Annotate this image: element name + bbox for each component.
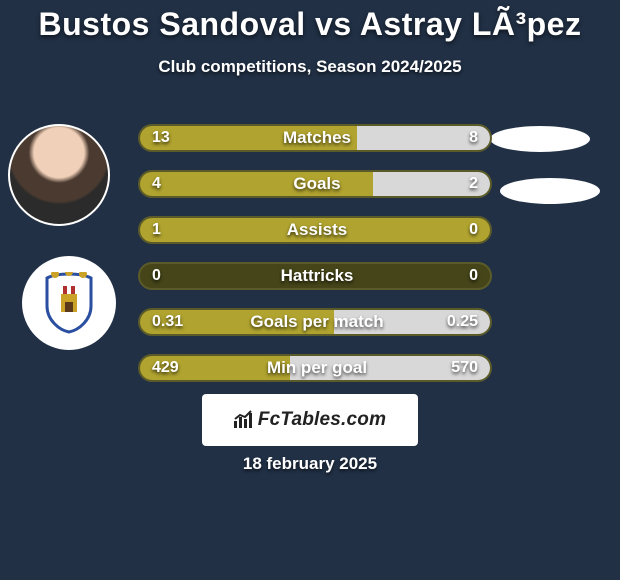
fctables-link[interactable]: FcTables.com [202, 394, 418, 446]
player-right-ellipse [500, 178, 600, 204]
stat-value-right: 8 [469, 126, 478, 152]
stat-bar: 429570Min per goal [138, 354, 492, 382]
stat-bar-left-fill [140, 126, 357, 150]
stat-value-left: 0 [152, 264, 161, 290]
stat-value-left: 1 [152, 218, 161, 244]
stat-bar: 42Goals [138, 170, 492, 198]
stat-bar-left-fill [140, 172, 373, 196]
stat-label: Hattricks [140, 264, 492, 290]
team-crest-icon [41, 272, 97, 334]
date-text: 18 february 2025 [0, 454, 620, 474]
page-title: Bustos Sandoval vs Astray LÃ³pez [0, 0, 620, 43]
stat-value-left: 0.31 [152, 310, 183, 336]
player-right-ellipse [490, 126, 590, 152]
chart-icon [234, 410, 254, 428]
stat-value-left: 4 [152, 172, 161, 198]
stat-bar: 0.310.25Goals per match [138, 308, 492, 336]
player-left-avatar [8, 124, 110, 226]
stat-bar: 0 0Hattricks [138, 262, 492, 290]
stat-bar: 138Matches [138, 124, 492, 152]
team-badge [22, 256, 116, 350]
stat-value-right: 0.25 [447, 310, 478, 336]
page-subtitle: Club competitions, Season 2024/2025 [0, 57, 620, 77]
stat-value-right: 0 [469, 218, 478, 244]
stat-value-right: 0 [469, 264, 478, 290]
fctables-label: FcTables.com [258, 409, 386, 430]
stat-bar-left-fill [140, 218, 490, 242]
stat-value-right: 570 [451, 356, 478, 382]
stat-value-right: 2 [469, 172, 478, 198]
stat-value-left: 13 [152, 126, 170, 152]
stat-bar: 10Assists [138, 216, 492, 244]
stat-value-left: 429 [152, 356, 179, 382]
